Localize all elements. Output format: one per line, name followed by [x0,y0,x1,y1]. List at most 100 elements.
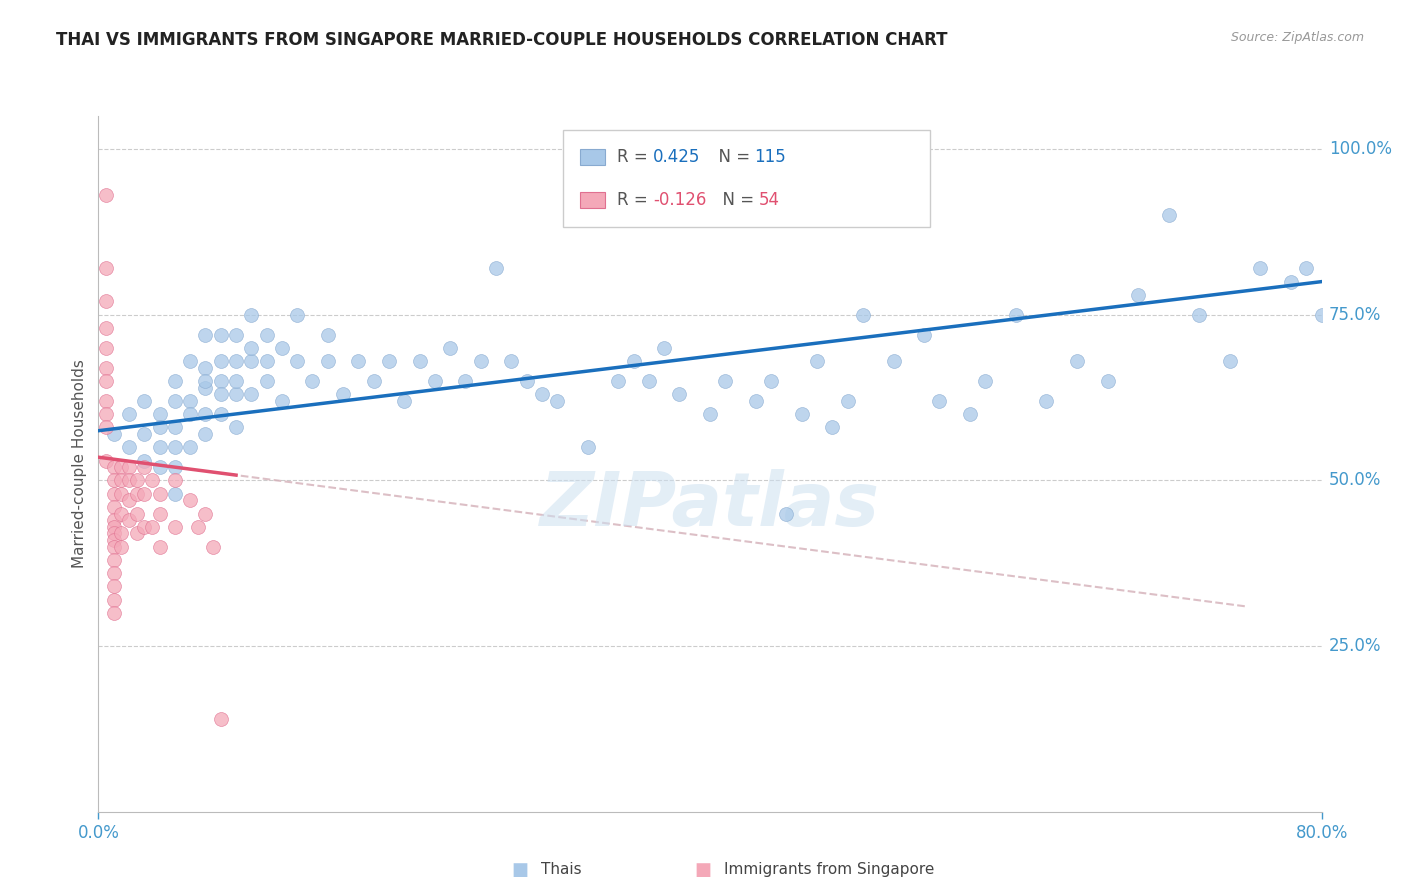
Point [149,420,172,434]
Point [209,712,232,726]
Point [1188,308,1211,322]
Point [530,387,553,401]
Point [103,520,125,534]
Point [1295,261,1317,276]
Point [141,520,163,534]
Text: ■: ■ [695,861,711,879]
Point [94,341,117,355]
Point [134,486,156,500]
Point [103,474,125,488]
Point [1310,308,1333,322]
Point [1097,374,1119,388]
Point [118,460,141,475]
Text: Immigrants from Singapore: Immigrants from Singapore [724,863,935,877]
Point [745,393,768,408]
Point [439,341,461,355]
Point [149,440,172,454]
Point [118,513,141,527]
Point [94,420,117,434]
Point [576,440,599,454]
Point [225,327,247,342]
Point [163,474,186,488]
Point [134,453,156,467]
Point [408,354,430,368]
Point [1279,275,1302,289]
Point [202,540,225,554]
Point [194,374,217,388]
Point [163,393,186,408]
Point [852,308,875,322]
Point [110,474,132,488]
Text: R =: R = [617,191,652,209]
Point [94,321,117,335]
Point [1249,261,1271,276]
Point [1128,288,1150,302]
Point [110,507,132,521]
Point [225,387,247,401]
Point [883,354,905,368]
Text: 25.0%: 25.0% [1329,637,1381,655]
Point [103,579,125,593]
Point [149,507,172,521]
Point [179,393,201,408]
Point [225,420,247,434]
Point [149,460,172,475]
Point [163,460,186,475]
Point [103,540,125,554]
Point [163,374,186,388]
Point [285,308,308,322]
Point [103,526,125,541]
Point [110,540,132,554]
Point [392,393,416,408]
Point [775,507,797,521]
Point [103,460,125,475]
Point [103,553,125,567]
Point [759,374,782,388]
Point [134,520,156,534]
Point [118,440,141,454]
Text: ZIPatlas: ZIPatlas [540,469,880,542]
Point [118,474,141,488]
Point [240,308,263,322]
Point [194,360,217,375]
Point [209,387,232,401]
Point [928,393,950,408]
Point [423,374,446,388]
Point [470,354,492,368]
Point [94,393,117,408]
Point [240,354,263,368]
Point [516,374,538,388]
Point [546,393,568,408]
Point [179,407,201,421]
Point [179,440,201,454]
Point [1035,393,1057,408]
Point [974,374,997,388]
Point [194,507,217,521]
Text: Source: ZipAtlas.com: Source: ZipAtlas.com [1230,31,1364,45]
Point [285,354,308,368]
Text: 75.0%: 75.0% [1329,306,1381,324]
Point [103,500,125,514]
Point [209,374,232,388]
Point [256,354,278,368]
Text: ■: ■ [512,861,529,879]
Point [103,606,125,620]
Point [194,381,217,395]
Point [125,474,148,488]
Point [94,374,117,388]
Point [125,507,148,521]
Point [209,354,232,368]
Point [332,387,354,401]
Point [806,354,828,368]
Text: R =: R = [617,148,652,166]
Point [163,420,186,434]
Point [668,387,690,401]
Text: 50.0%: 50.0% [1329,471,1381,490]
Point [149,540,172,554]
Point [1219,354,1241,368]
Point [209,407,232,421]
Text: THAI VS IMMIGRANTS FROM SINGAPORE MARRIED-COUPLE HOUSEHOLDS CORRELATION CHART: THAI VS IMMIGRANTS FROM SINGAPORE MARRIE… [56,31,948,49]
Point [103,486,125,500]
Point [118,407,141,421]
Point [623,354,645,368]
